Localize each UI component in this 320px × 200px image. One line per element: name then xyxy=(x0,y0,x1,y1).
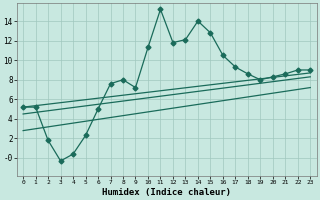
X-axis label: Humidex (Indice chaleur): Humidex (Indice chaleur) xyxy=(102,188,231,197)
